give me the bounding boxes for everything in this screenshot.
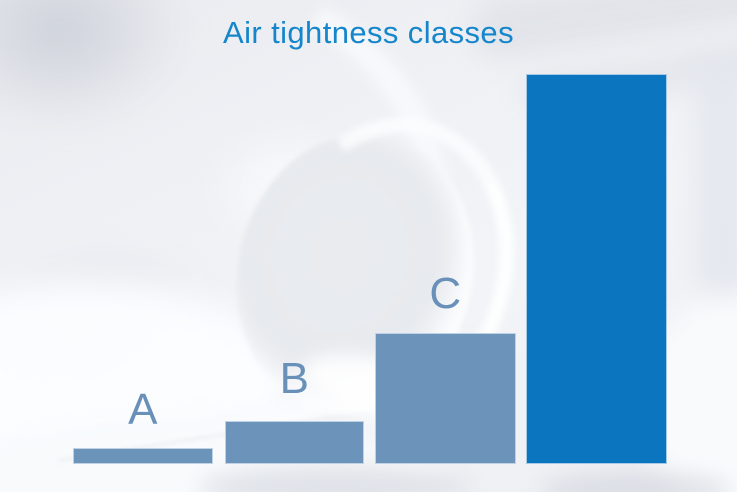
bar-column-c: C	[375, 0, 516, 464]
bar-label: C	[429, 269, 462, 318]
bar-column-d: D	[526, 0, 667, 464]
bar	[375, 333, 516, 464]
bar	[73, 448, 213, 464]
bar-column-b: B	[225, 0, 364, 464]
chart-title: Air tightness classes	[223, 15, 514, 50]
bar-chart: A B C D	[73, 0, 667, 464]
bar	[225, 421, 364, 464]
bar-column-a: A	[73, 0, 213, 464]
background-shadow-bottom-2	[540, 472, 730, 492]
bar-label: B	[279, 354, 310, 403]
bar	[526, 74, 667, 464]
bar-label: A	[128, 385, 158, 434]
background-band-right	[693, 55, 737, 295]
